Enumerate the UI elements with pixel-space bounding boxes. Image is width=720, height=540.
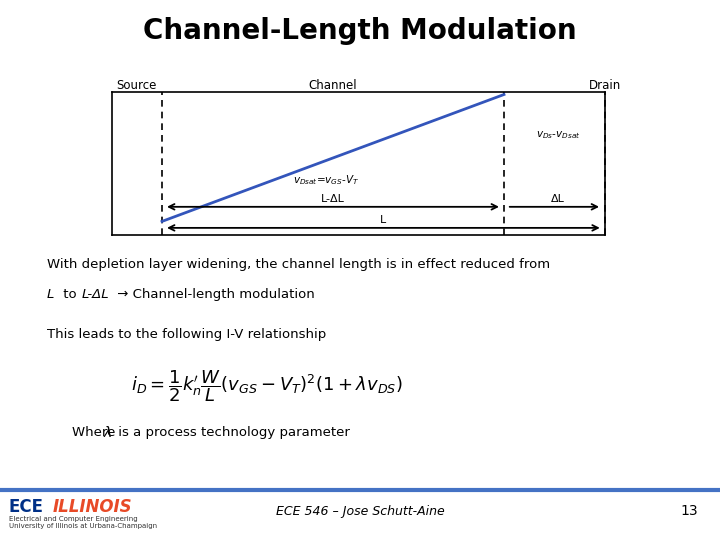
Text: $i_D = \dfrac{1}{2} k_n^{\prime} \dfrac{W}{L} \left(v_{GS} - V_T\right)^2 \left(: $i_D = \dfrac{1}{2} k_n^{\prime} \dfrac{… xyxy=(130,368,402,404)
Text: L: L xyxy=(380,215,387,225)
Text: Channel: Channel xyxy=(309,79,357,92)
Text: L-ΔL: L-ΔL xyxy=(321,194,345,204)
Text: Electrical and Computer Engineering: Electrical and Computer Engineering xyxy=(9,516,138,523)
Text: University of Illinois at Urbana-Champaign: University of Illinois at Urbana-Champai… xyxy=(9,523,157,529)
Text: ILLINOIS: ILLINOIS xyxy=(53,497,132,516)
Text: $\lambda$: $\lambda$ xyxy=(103,424,112,440)
Text: With depletion layer widening, the channel length is in effect reduced from: With depletion layer widening, the chann… xyxy=(47,258,550,271)
Text: → Channel-length modulation: → Channel-length modulation xyxy=(113,288,315,301)
Text: Drain: Drain xyxy=(589,79,621,92)
Text: L-ΔL: L-ΔL xyxy=(81,288,109,301)
Text: 13: 13 xyxy=(681,504,698,518)
Text: This leads to the following I-V relationship: This leads to the following I-V relation… xyxy=(47,328,326,341)
Text: Where: Where xyxy=(72,426,120,438)
Text: is a process technology parameter: is a process technology parameter xyxy=(114,426,350,438)
Text: $v_{Dsat}$=$v_{GS}$-$V_T$: $v_{Dsat}$=$v_{GS}$-$V_T$ xyxy=(293,174,359,187)
Text: ECE: ECE xyxy=(9,497,44,516)
Text: Source: Source xyxy=(117,79,157,92)
Text: to: to xyxy=(59,288,81,301)
Text: $v_{Ds}$-$v_{Dsat}$: $v_{Ds}$-$v_{Dsat}$ xyxy=(536,129,580,140)
Text: ΔL: ΔL xyxy=(551,194,564,204)
Text: ECE 546 – Jose Schutt-Aine: ECE 546 – Jose Schutt-Aine xyxy=(276,505,444,518)
Text: Channel-Length Modulation: Channel-Length Modulation xyxy=(143,17,577,45)
Text: L: L xyxy=(47,288,54,301)
